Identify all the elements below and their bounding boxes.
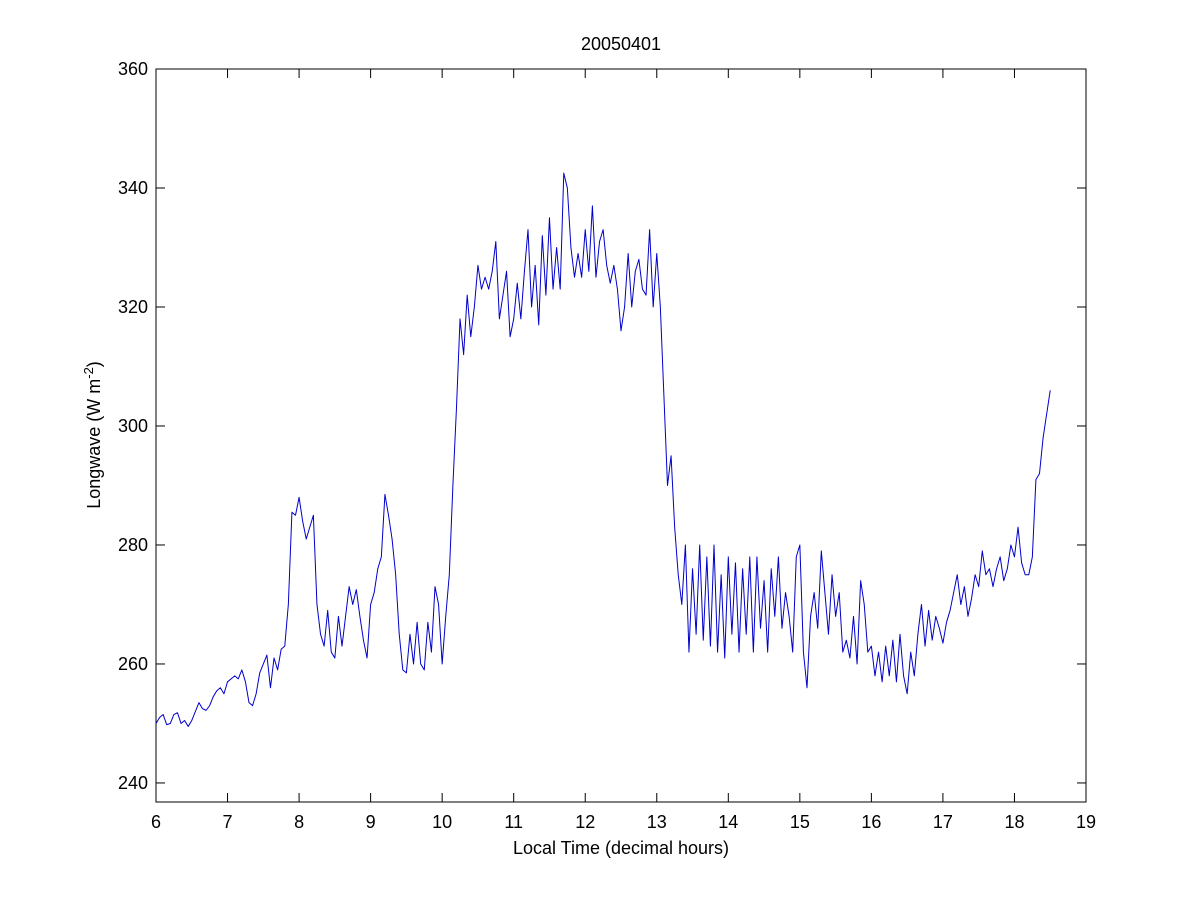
y-tick-label: 300 — [118, 416, 148, 436]
x-tick-label: 6 — [151, 812, 161, 832]
data-line — [155, 172, 1051, 727]
x-tick-label: 11 — [504, 812, 523, 832]
y-tick-label: 240 — [118, 773, 148, 793]
chart-title: 20050401 — [581, 34, 661, 54]
plot-frame — [155, 68, 1087, 803]
y-tick-label: 320 — [118, 297, 148, 317]
x-tick-label: 8 — [294, 812, 304, 832]
x-tick-label: 15 — [790, 812, 810, 832]
x-tick-label: 19 — [1076, 812, 1096, 832]
x-tick-label: 18 — [1004, 812, 1024, 832]
x-tick-label: 9 — [366, 812, 376, 832]
y-axis-label-sup: -2 — [81, 367, 96, 379]
y-axis-label-end: ) — [84, 361, 104, 367]
y-axis-label-main: Longwave (W m — [84, 379, 104, 509]
x-tick-label: 17 — [933, 812, 953, 832]
y-axis-label: Longwave (W m-2) — [81, 361, 104, 509]
y-tick-label: 260 — [118, 654, 148, 674]
x-tick-label: 13 — [647, 812, 667, 832]
y-tick-label: 280 — [118, 535, 148, 555]
y-tick-label: 340 — [118, 178, 148, 198]
x-tick-label: 14 — [718, 812, 738, 832]
x-tick-label: 16 — [861, 812, 881, 832]
x-axis-label: Local Time (decimal hours) — [513, 838, 729, 858]
x-tick-label: 7 — [223, 812, 233, 832]
y-tick-label: 360 — [118, 59, 148, 79]
x-tick-label: 10 — [432, 812, 452, 832]
x-tick-label: 12 — [575, 812, 595, 832]
